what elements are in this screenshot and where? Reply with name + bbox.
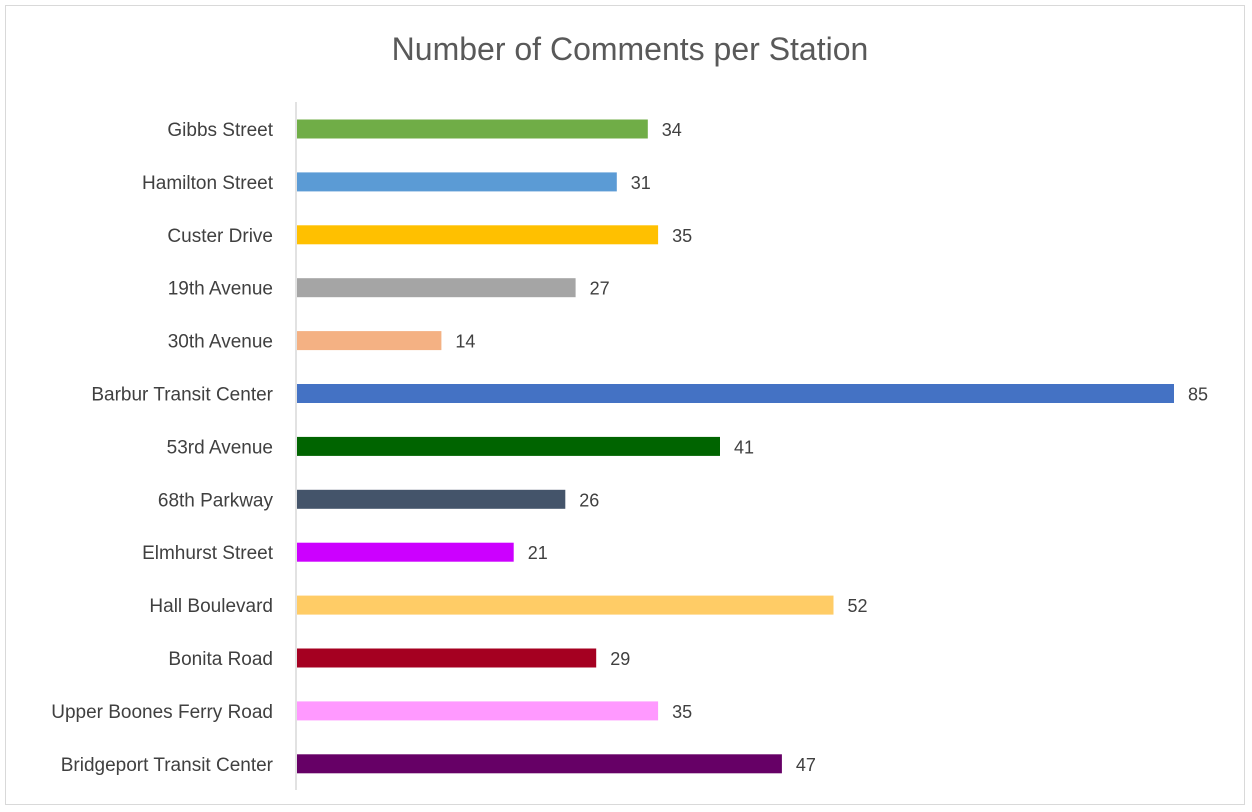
bar	[297, 701, 659, 721]
data-label: 35	[672, 702, 692, 722]
category-label: 53rd Avenue	[167, 437, 273, 458]
category-label: Hall Boulevard	[149, 596, 273, 617]
category-label: 30th Avenue	[168, 332, 273, 353]
category-label: Upper Boones Ferry Road	[51, 702, 273, 723]
category-label: Gibbs Street	[167, 120, 273, 141]
data-label: 14	[455, 332, 475, 352]
bar	[297, 754, 782, 774]
bar	[297, 542, 514, 562]
category-label: Bonita Road	[168, 649, 273, 670]
bar	[297, 436, 720, 456]
data-label: 21	[528, 543, 548, 563]
category-label: Hamilton Street	[142, 173, 274, 194]
bars-group: Gibbs Street 34 Hamilton Street 31 Custer Dr…	[51, 119, 1208, 776]
data-label: 29	[610, 649, 630, 669]
chart-frame	[5, 5, 1245, 805]
data-label: 47	[796, 755, 816, 775]
data-label: 27	[590, 279, 610, 299]
data-label: 34	[662, 120, 682, 140]
bar	[297, 225, 659, 245]
category-label: 68th Parkway	[158, 490, 274, 511]
data-label: 85	[1188, 385, 1208, 405]
bar	[297, 595, 834, 615]
chart-title: Number of Comments per Station	[392, 31, 869, 67]
bar	[297, 648, 597, 668]
category-label: Custer Drive	[167, 226, 273, 247]
bar	[297, 278, 576, 298]
category-label: Bridgeport Transit Center	[61, 755, 274, 776]
bar	[297, 172, 617, 192]
bar	[297, 384, 1174, 403]
bar	[297, 489, 566, 509]
data-label: 52	[848, 596, 868, 616]
category-label: 19th Avenue	[168, 279, 273, 300]
data-label: 31	[631, 173, 651, 193]
bar	[297, 119, 648, 139]
category-label: Barbur Transit Center	[91, 385, 273, 406]
category-label: Elmhurst Street	[142, 543, 274, 564]
data-label: 35	[672, 226, 692, 246]
data-label: 41	[734, 437, 754, 457]
bar	[297, 331, 442, 351]
data-label: 26	[579, 490, 599, 510]
